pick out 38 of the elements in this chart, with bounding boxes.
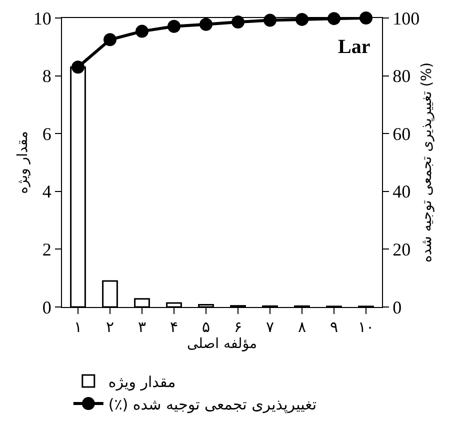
x-tick-label: ۲ (106, 318, 114, 336)
y2-tick-label: 20 (392, 240, 411, 260)
point (104, 33, 116, 46)
legend-label: (٪) تغییرپذیری تجمعی توجیه شده (108, 395, 317, 414)
x-tick-label: ۵ (202, 318, 210, 336)
x-tick-label: ۶ (234, 318, 242, 336)
y-tick-label: 4 (42, 182, 52, 202)
x-tick-label: ۹ (330, 318, 338, 336)
point (328, 12, 340, 26)
y-tick-label: 10 (33, 8, 52, 28)
x-tick-label: ۸ (298, 318, 306, 336)
point (200, 18, 212, 31)
y2-tick-label: 0 (392, 297, 402, 318)
x-tick-label: ۴ (170, 318, 178, 336)
x-tick-label: ۷ (266, 318, 274, 336)
y2-tick-label: 100 (392, 8, 420, 28)
point (168, 20, 180, 33)
x-tick-label: ۳ (138, 318, 146, 336)
point (264, 14, 276, 27)
x-axis-title: مؤلفه اصلی (186, 336, 258, 352)
y-tick-label: 6 (42, 124, 52, 144)
y-tick-label: 0 (42, 297, 52, 318)
y2-tick-label: 40 (392, 182, 411, 202)
point (296, 12, 308, 26)
y-tick-label: 2 (42, 240, 52, 260)
x-tick-label: ۱۰ (358, 318, 374, 336)
y2-axis-title: تغییرپذیری تجمعی توجیه شده (%) (418, 62, 435, 263)
annotation: Lar (338, 36, 370, 58)
point (360, 12, 372, 24)
y2-tick-label: 60 (392, 124, 411, 144)
point (232, 16, 244, 29)
point (136, 24, 148, 38)
point (72, 60, 84, 74)
y-tick-label: 8 (42, 66, 52, 86)
y-axis-title: مقدار ویژه (15, 131, 31, 194)
x-tick-label: ۱ (74, 318, 82, 336)
y2-tick-label: 80 (392, 66, 411, 86)
legend-label: مقدار ویژه (108, 372, 176, 391)
